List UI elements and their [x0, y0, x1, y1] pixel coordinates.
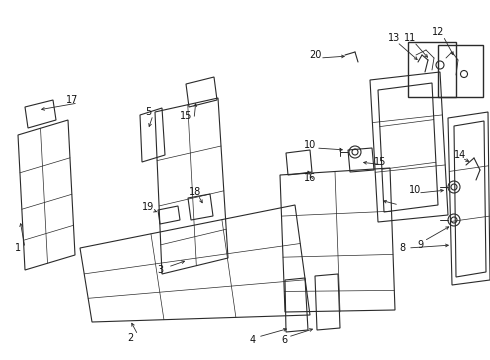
- Text: 15: 15: [374, 157, 386, 167]
- Bar: [438, 45, 483, 97]
- Text: 18: 18: [189, 187, 201, 197]
- Text: 10: 10: [304, 140, 316, 150]
- Text: 2: 2: [127, 333, 133, 343]
- Bar: [408, 42, 456, 97]
- Text: 10: 10: [409, 185, 421, 195]
- Text: 12: 12: [432, 27, 444, 37]
- Text: 14: 14: [454, 150, 466, 160]
- Text: 16: 16: [304, 173, 316, 183]
- Text: 1: 1: [15, 243, 21, 253]
- Text: 15: 15: [180, 111, 192, 121]
- Text: 11: 11: [404, 33, 416, 43]
- Text: 20: 20: [309, 50, 321, 60]
- Text: 6: 6: [281, 335, 287, 345]
- Text: 5: 5: [145, 107, 151, 117]
- Text: 13: 13: [388, 33, 400, 43]
- Text: 4: 4: [250, 335, 256, 345]
- Text: 17: 17: [66, 95, 78, 105]
- Text: 19: 19: [142, 202, 154, 212]
- Text: 3: 3: [157, 265, 163, 275]
- Text: 8: 8: [399, 243, 405, 253]
- Text: 9: 9: [417, 240, 423, 250]
